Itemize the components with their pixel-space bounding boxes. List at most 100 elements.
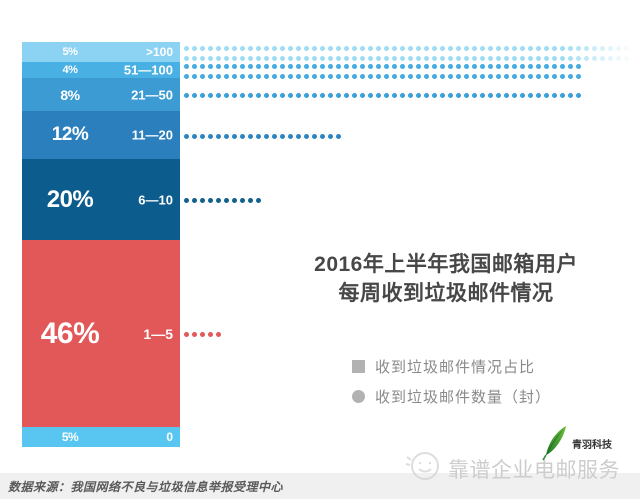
dot-row-11-20 <box>184 134 341 139</box>
count-dot <box>424 64 429 69</box>
count-dot <box>208 46 213 51</box>
count-dot <box>496 46 501 51</box>
square-marker-icon <box>352 360 365 373</box>
count-dot <box>312 74 317 79</box>
count-dot <box>368 93 373 98</box>
count-dot <box>400 46 405 51</box>
count-dot <box>336 74 341 79</box>
count-dot <box>520 64 525 69</box>
count-dot <box>464 74 469 79</box>
count-dot <box>504 46 509 51</box>
count-dot <box>464 93 469 98</box>
count-dot <box>344 74 349 79</box>
count-dot <box>488 64 493 69</box>
count-dot <box>288 56 293 61</box>
count-dot <box>416 56 421 61</box>
count-dot <box>568 64 573 69</box>
count-dot <box>392 74 397 79</box>
count-dot <box>216 46 221 51</box>
count-dot <box>304 134 309 139</box>
count-dot <box>184 74 189 79</box>
count-dot <box>376 56 381 61</box>
count-dot <box>392 46 397 51</box>
legend-label-count: 收到垃圾邮件数量（封） <box>375 389 552 406</box>
count-dot <box>504 56 509 61</box>
count-dot <box>544 46 549 51</box>
dot-row--100 <box>184 56 629 61</box>
count-dot <box>384 74 389 79</box>
count-dot <box>192 46 197 51</box>
count-dot <box>496 64 501 69</box>
count-dot <box>552 56 557 61</box>
count-dot <box>528 56 533 61</box>
count-dot <box>536 64 541 69</box>
count-dot <box>336 46 341 51</box>
count-dot <box>192 134 197 139</box>
count-dot <box>392 64 397 69</box>
count-dot <box>288 74 293 79</box>
count-dot <box>552 74 557 79</box>
count-dot <box>432 74 437 79</box>
count-dot <box>288 93 293 98</box>
count-dot <box>384 46 389 51</box>
count-dot <box>624 46 629 51</box>
bar-segment-21-50: 8% 21—50 <box>22 78 180 111</box>
count-dot <box>200 93 205 98</box>
count-dot <box>440 56 445 61</box>
count-dot <box>448 93 453 98</box>
count-dot <box>320 93 325 98</box>
dot-row-1-5 <box>184 332 221 337</box>
count-dot <box>336 93 341 98</box>
count-dot <box>480 46 485 51</box>
count-dot <box>304 46 309 51</box>
count-dot <box>240 74 245 79</box>
count-dot <box>448 56 453 61</box>
count-dot <box>208 134 213 139</box>
count-dot <box>248 93 253 98</box>
count-dot <box>344 56 349 61</box>
count-dot <box>208 332 213 337</box>
count-dot <box>504 93 509 98</box>
count-dot <box>408 74 413 79</box>
count-dot <box>544 64 549 69</box>
dot-row--100 <box>184 46 629 51</box>
count-dot <box>400 74 405 79</box>
count-dot <box>520 46 525 51</box>
count-dot <box>472 93 477 98</box>
count-dot <box>576 46 581 51</box>
count-dot <box>224 74 229 79</box>
count-dot <box>192 64 197 69</box>
count-dot <box>368 64 373 69</box>
count-dot <box>280 134 285 139</box>
count-dot <box>368 74 373 79</box>
count-dot <box>432 46 437 51</box>
count-dot <box>208 93 213 98</box>
count-dot <box>480 74 485 79</box>
count-dot <box>280 74 285 79</box>
count-dot <box>248 64 253 69</box>
count-dot <box>616 56 621 61</box>
count-dot <box>496 74 501 79</box>
count-dot <box>232 46 237 51</box>
count-dot <box>512 64 517 69</box>
count-dot <box>256 56 261 61</box>
count-dot <box>248 74 253 79</box>
count-dot <box>352 93 357 98</box>
circle-marker-icon <box>352 390 365 403</box>
count-dot <box>560 74 565 79</box>
count-dot <box>264 134 269 139</box>
count-dot <box>624 56 629 61</box>
segment-percent-label: 5% <box>62 46 78 59</box>
bar-segment-51-100: 4% 51—100 <box>22 62 180 79</box>
chart-title-line2: 每周收到垃圾邮件情况 <box>338 282 554 305</box>
count-dot <box>456 56 461 61</box>
count-dot <box>224 46 229 51</box>
count-dot <box>512 93 517 98</box>
count-dot <box>392 93 397 98</box>
chart-title-line1: 2016年上半年我国邮箱用户 <box>314 253 578 276</box>
count-dot <box>200 332 205 337</box>
count-dot <box>488 93 493 98</box>
count-dot <box>448 64 453 69</box>
count-dot <box>480 56 485 61</box>
count-dot <box>368 56 373 61</box>
